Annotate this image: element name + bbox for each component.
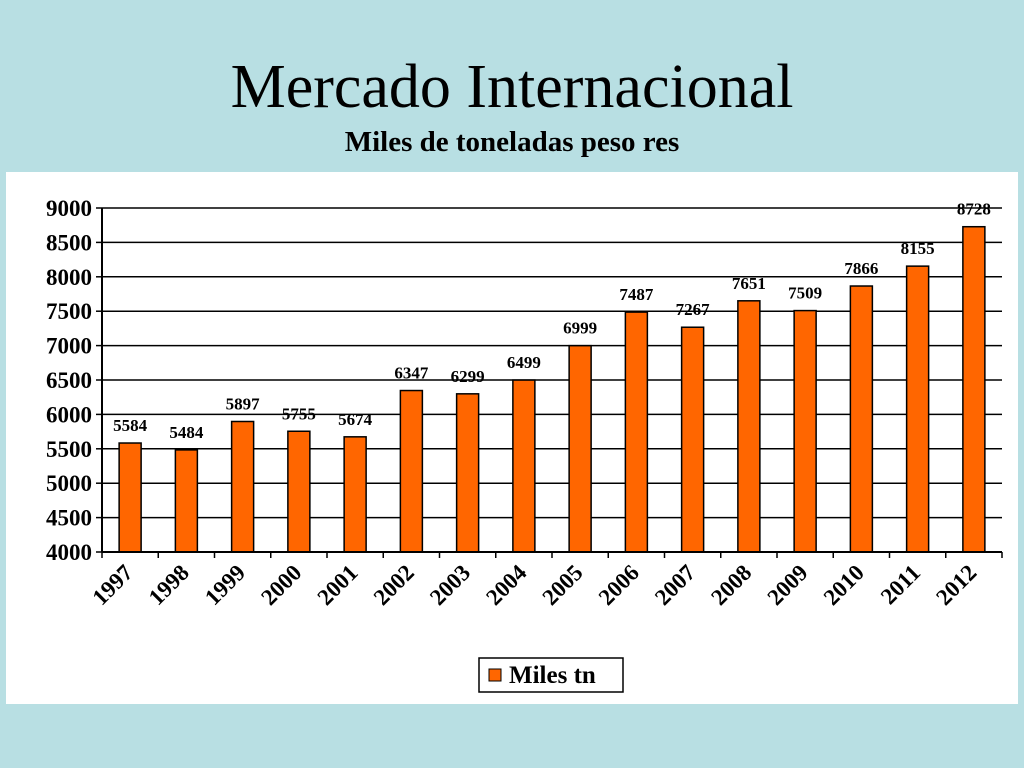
bar (174, 449, 199, 553)
bar (118, 442, 142, 553)
legend-swatch (488, 668, 502, 682)
y-tick-label: 9000 (46, 196, 92, 221)
data-label: 5584 (113, 416, 148, 435)
bars (118, 225, 986, 553)
data-label: 8155 (901, 239, 935, 258)
data-label: 7651 (732, 274, 766, 293)
x-tick-label: 2000 (256, 560, 306, 610)
x-tick-label: 2012 (931, 560, 981, 610)
y-tick-label: 7000 (46, 334, 92, 359)
x-tick-label: 2004 (481, 560, 532, 611)
bar (399, 389, 424, 553)
data-label: 7866 (844, 259, 878, 278)
y-tick-label: 7500 (46, 299, 92, 324)
data-label: 7487 (619, 285, 654, 304)
x-tick-label: 2006 (594, 560, 644, 610)
y-tick-label: 8500 (46, 230, 92, 255)
bar (849, 285, 874, 553)
y-tick-label: 5500 (46, 437, 92, 462)
bar (287, 430, 311, 553)
x-tick-label: 2010 (819, 560, 869, 610)
y-tick-label: 6000 (46, 402, 92, 427)
x-tick-label: 2001 (312, 560, 362, 610)
x-tick-label: 2007 (650, 560, 700, 610)
data-label: 5755 (282, 404, 316, 423)
y-axis-ticks: 4000 4500 5000 5500 6000 6500 7000 7500 8000 8500… (46, 196, 102, 565)
slide-title: Mercado Internacional (230, 53, 794, 121)
x-tick-label: 2003 (425, 560, 475, 610)
y-tick-label: 4500 (46, 506, 92, 531)
bar (230, 420, 255, 553)
y-tick-label: 4000 (46, 540, 92, 565)
slide-subtitle: Miles de toneladas peso res (344, 126, 680, 158)
data-label: 7509 (788, 284, 822, 303)
x-tick-label: 1998 (144, 560, 194, 610)
y-tick-label: 8000 (46, 265, 92, 290)
y-tick-label: 6500 (46, 368, 92, 393)
data-label: 7267 (676, 300, 711, 319)
chart-panel: 4000 4500 5000 5500 6000 6500 7000 7500 8000 8500… (6, 172, 1018, 704)
bar (512, 379, 536, 553)
bar (793, 309, 817, 553)
legend: Miles tn (478, 657, 624, 693)
data-label: 6347 (394, 364, 429, 383)
data-label: 8728 (957, 200, 991, 219)
x-tick-label: 2011 (876, 560, 925, 609)
data-label: 6999 (563, 319, 597, 338)
legend-box (478, 657, 624, 693)
bar (343, 436, 367, 553)
x-tick-label: 2008 (706, 560, 756, 610)
x-tick-label: 1999 (200, 560, 250, 610)
bar (680, 326, 705, 553)
data-label: 6299 (451, 367, 485, 386)
bar (962, 225, 986, 553)
x-tick-label: 2002 (369, 560, 419, 610)
legend-label: Miles tn (509, 662, 596, 689)
axes (101, 208, 1002, 553)
data-label: 6499 (507, 353, 541, 372)
bar (905, 265, 930, 553)
y-tick-label: 5000 (46, 471, 92, 496)
x-tick-label: 2005 (537, 560, 587, 610)
bar (568, 344, 592, 553)
bar (624, 311, 649, 553)
bar (737, 300, 761, 553)
data-label: 5897 (226, 394, 261, 413)
data-label: 5674 (338, 410, 373, 429)
bar (455, 393, 480, 553)
data-label: 5484 (169, 423, 204, 442)
x-axis-ticks: 1997 1998 1999 2000 2001 2002 2003 2004 2005 2006… (87, 552, 1003, 611)
x-tick-label: 1997 (87, 560, 137, 610)
x-tick-label: 2009 (762, 560, 812, 610)
bar-chart: 4000 4500 5000 5500 6000 6500 7000 7500 8000 8500… (46, 196, 1003, 693)
data-labels: 5584 5484 5897 5755 5674 6347 6299 6499 6999 7487… (113, 200, 991, 442)
